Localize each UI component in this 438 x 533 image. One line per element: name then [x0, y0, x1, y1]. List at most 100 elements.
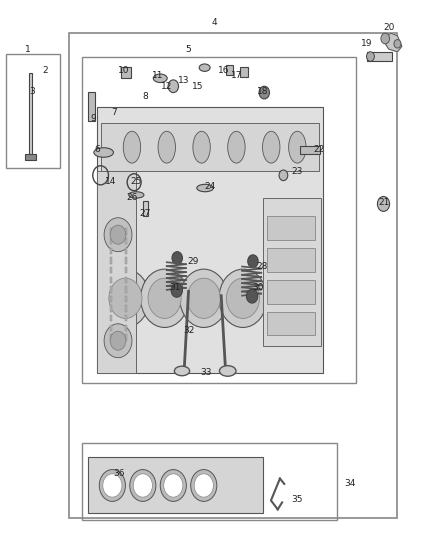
Text: 27: 27	[139, 209, 151, 218]
Text: 23: 23	[292, 166, 303, 175]
Ellipse shape	[228, 131, 245, 163]
Bar	[29, 73, 32, 158]
Bar	[6, 54, 60, 168]
Ellipse shape	[219, 366, 236, 376]
Text: 24: 24	[205, 182, 216, 191]
Bar	[124, 257, 127, 264]
Circle shape	[248, 255, 258, 268]
Bar	[110, 286, 113, 293]
Ellipse shape	[153, 74, 167, 83]
Bar	[267, 312, 315, 335]
Bar	[97, 108, 323, 373]
Bar	[267, 280, 315, 304]
Text: 35: 35	[292, 495, 303, 504]
Circle shape	[172, 252, 183, 264]
Text: 5: 5	[186, 45, 191, 54]
Bar	[240, 67, 248, 77]
Bar	[110, 257, 113, 264]
Text: 29: 29	[187, 257, 198, 265]
Bar	[25, 154, 36, 160]
Bar	[124, 238, 127, 244]
Text: 15: 15	[191, 82, 203, 91]
Bar	[124, 315, 127, 321]
Bar	[267, 216, 315, 240]
Ellipse shape	[129, 192, 144, 198]
Circle shape	[367, 52, 374, 61]
Text: 26: 26	[126, 193, 138, 202]
Text: 31: 31	[170, 283, 181, 292]
Bar	[124, 305, 127, 312]
Text: 4: 4	[212, 18, 217, 27]
Circle shape	[219, 269, 267, 327]
Bar	[124, 334, 127, 341]
Bar	[110, 248, 113, 254]
Circle shape	[130, 470, 156, 502]
Ellipse shape	[94, 148, 113, 157]
Ellipse shape	[199, 64, 210, 71]
Text: 2: 2	[42, 66, 48, 75]
Text: 11: 11	[152, 71, 164, 80]
Circle shape	[381, 33, 390, 44]
Circle shape	[247, 289, 258, 303]
Circle shape	[104, 324, 132, 358]
Circle shape	[110, 225, 126, 244]
Bar	[124, 277, 127, 283]
Circle shape	[141, 269, 188, 327]
Bar	[88, 92, 95, 120]
Text: 19: 19	[361, 39, 373, 49]
Bar	[110, 315, 113, 321]
Ellipse shape	[262, 131, 280, 163]
Circle shape	[194, 474, 213, 497]
Bar	[110, 267, 113, 273]
Text: 22: 22	[314, 146, 325, 155]
Circle shape	[226, 278, 259, 318]
Bar	[102, 123, 319, 171]
Text: 9: 9	[90, 114, 95, 123]
Text: 30: 30	[252, 283, 264, 292]
Bar	[97, 171, 136, 373]
Bar	[300, 146, 321, 154]
Bar	[121, 67, 131, 78]
Bar	[262, 198, 321, 346]
Bar	[69, 33, 397, 519]
Bar	[143, 201, 148, 216]
Ellipse shape	[123, 131, 141, 163]
Text: 18: 18	[257, 87, 268, 96]
Bar	[124, 248, 127, 254]
Text: 6: 6	[94, 146, 100, 155]
Circle shape	[99, 470, 125, 502]
Bar	[124, 267, 127, 273]
Circle shape	[168, 80, 179, 93]
Text: 34: 34	[344, 479, 355, 488]
Polygon shape	[382, 33, 402, 52]
Circle shape	[259, 86, 269, 99]
Text: 14: 14	[105, 177, 116, 186]
Bar	[226, 65, 233, 75]
Bar	[267, 248, 315, 272]
Bar	[367, 52, 392, 61]
Bar	[82, 57, 356, 383]
Bar	[124, 325, 127, 331]
Circle shape	[279, 170, 288, 181]
Circle shape	[378, 197, 390, 212]
Circle shape	[160, 470, 186, 502]
Bar	[124, 228, 127, 235]
Circle shape	[103, 474, 122, 497]
Text: 16: 16	[218, 66, 229, 75]
Text: 10: 10	[117, 66, 129, 75]
Circle shape	[148, 278, 181, 318]
Circle shape	[191, 470, 217, 502]
Circle shape	[180, 269, 228, 327]
Text: 7: 7	[112, 108, 117, 117]
Bar	[88, 457, 262, 513]
Text: 1: 1	[25, 45, 30, 54]
Circle shape	[109, 278, 142, 318]
Bar	[110, 334, 113, 341]
Text: 3: 3	[29, 87, 35, 96]
Circle shape	[110, 331, 126, 350]
Ellipse shape	[158, 131, 176, 163]
Circle shape	[104, 217, 132, 252]
Circle shape	[133, 474, 152, 497]
Bar	[110, 238, 113, 244]
Circle shape	[171, 284, 183, 297]
